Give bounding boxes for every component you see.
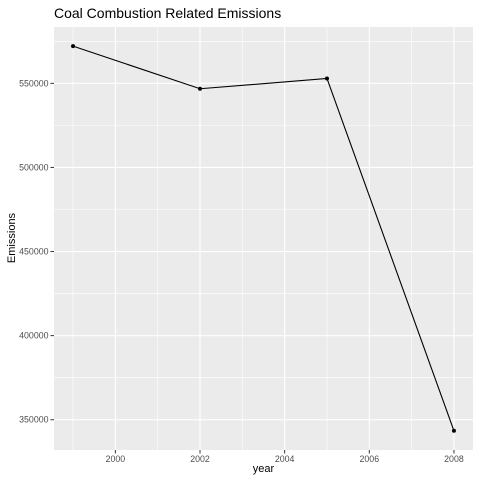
data-point xyxy=(71,44,76,49)
y-tick-label: 350000 xyxy=(19,415,48,425)
x-tick-label: 2000 xyxy=(106,454,126,464)
data-point xyxy=(324,76,329,81)
series-line xyxy=(72,45,455,431)
data-point xyxy=(451,428,456,433)
y-tick-label: 400000 xyxy=(19,331,48,341)
x-axis-title: year xyxy=(253,463,275,475)
y-tick-label: 500000 xyxy=(19,162,48,172)
series-group xyxy=(71,44,456,433)
y-tick-label: 550000 xyxy=(19,78,48,88)
chart-title: Coal Combustion Related Emissions xyxy=(54,5,281,21)
grid-minor xyxy=(54,27,473,450)
x-tick-label: 2006 xyxy=(360,454,380,464)
plot-panel xyxy=(54,27,473,450)
y-tick-label: 450000 xyxy=(19,247,48,257)
x-tick-label: 2008 xyxy=(444,454,464,464)
x-axis: 2000 2002 2004 2006 2008 xyxy=(106,450,464,464)
data-point xyxy=(198,86,203,91)
grid-major xyxy=(54,27,473,450)
x-tick-label: 2004 xyxy=(275,454,295,464)
x-tick-label: 2002 xyxy=(190,454,210,464)
y-axis-title: Emissions xyxy=(6,212,18,263)
y-axis: 350000 400000 450000 500000 550000 xyxy=(19,78,54,425)
